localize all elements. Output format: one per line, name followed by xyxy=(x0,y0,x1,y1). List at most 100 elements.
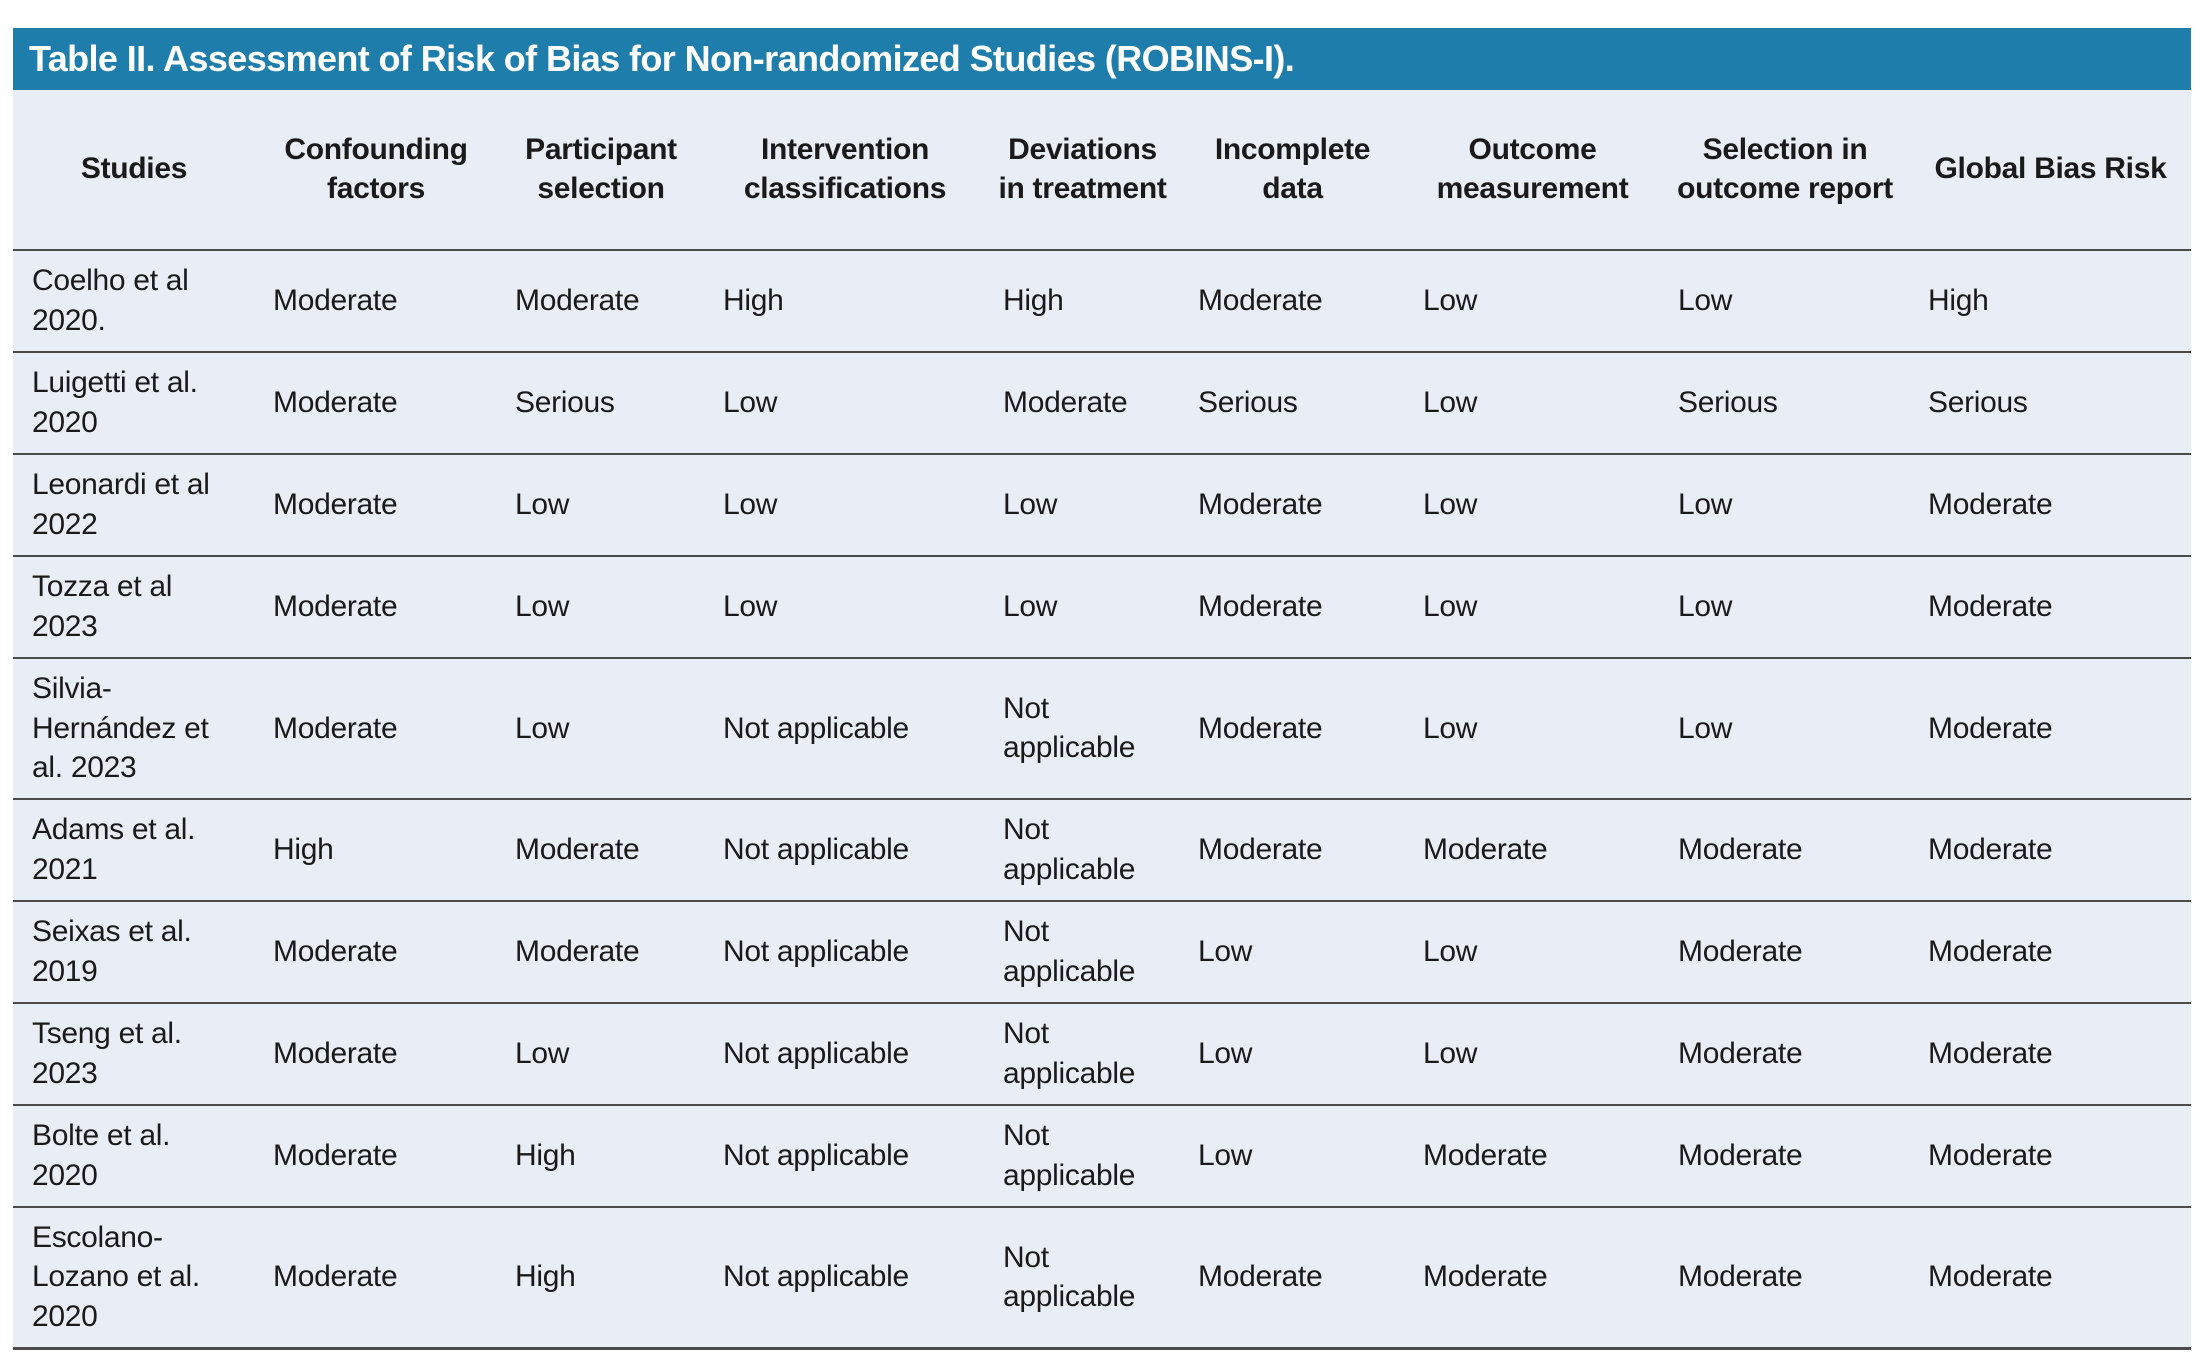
rating-cell: Low xyxy=(1405,556,1660,659)
table-row: Tseng et al. 2023 Moderate Low Not applicab… xyxy=(13,1002,2191,1106)
rating-cell: Serious xyxy=(1180,352,1405,455)
rating-cell: Moderate xyxy=(1910,798,2191,902)
rating-cell: Low xyxy=(1405,1002,1660,1106)
rating-cell: High xyxy=(1910,250,2191,353)
rating-cell: Moderate xyxy=(1910,556,2191,659)
column-header-studies: Studies xyxy=(13,90,255,251)
rating-cell: Moderate xyxy=(1910,900,2191,1004)
table-body: Coelho et al 2020. Moderate Moderate High Hi… xyxy=(13,250,2191,1350)
rating-cell: Moderate xyxy=(1910,454,2191,557)
rating-cell: Moderate xyxy=(255,900,497,1004)
rating-cell: Moderate xyxy=(255,556,497,659)
rating-cell: Moderate xyxy=(1405,1206,1660,1350)
rating-cell: Moderate xyxy=(1660,1002,1910,1106)
rating-cell: Moderate xyxy=(255,352,497,455)
rating-cell: Not applicable xyxy=(985,900,1180,1004)
study-name-cell: Luigetti et al. 2020 xyxy=(13,352,255,455)
rating-cell: Low xyxy=(1660,454,1910,557)
rating-cell: Low xyxy=(1660,250,1910,353)
table-row: Leonardi et al 2022 Moderate Low Low Low Mode… xyxy=(13,454,2191,557)
study-name-cell: Tozza et al 2023 xyxy=(13,556,255,659)
column-header-confounding-factors: Confounding factors xyxy=(255,90,497,251)
study-name-cell: Silvia-Hernández et al. 2023 xyxy=(13,658,255,800)
column-header-selection-in-outcome-report: Selection in outcome report xyxy=(1660,90,1910,251)
rating-cell: Low xyxy=(1180,900,1405,1004)
rating-cell: Serious xyxy=(1910,352,2191,455)
study-name-cell: Leonardi et al 2022 xyxy=(13,454,255,557)
rating-cell: Low xyxy=(1405,250,1660,353)
rating-cell: Moderate xyxy=(255,1104,497,1208)
rating-cell: Moderate xyxy=(255,1206,497,1350)
table-row: Bolte et al. 2020 Moderate High Not applica… xyxy=(13,1104,2191,1208)
table-row: Escolano-Lozano et al. 2020 Moderate High N… xyxy=(13,1206,2191,1350)
column-header-incomplete-data: Incomplete data xyxy=(1180,90,1405,251)
rating-cell: Low xyxy=(1405,352,1660,455)
table-row: Luigetti et al. 2020 Moderate Serious Low Mo… xyxy=(13,352,2191,455)
rating-cell: High xyxy=(705,250,985,353)
rating-cell: Not applicable xyxy=(985,1104,1180,1208)
rating-cell: Moderate xyxy=(1910,658,2191,800)
rating-cell: Moderate xyxy=(255,1002,497,1106)
rating-cell: Low xyxy=(985,556,1180,659)
table-row: Seixas et al. 2019 Moderate Moderate Not ap… xyxy=(13,900,2191,1004)
rating-cell: Moderate xyxy=(1180,658,1405,800)
study-name-cell: Coelho et al 2020. xyxy=(13,250,255,353)
rating-cell: Low xyxy=(497,1002,705,1106)
rating-cell: Moderate xyxy=(1180,1206,1405,1350)
study-name-cell: Tseng et al. 2023 xyxy=(13,1002,255,1106)
header-row: Studies Confounding factors Participant … xyxy=(13,90,2191,251)
rating-cell: Not applicable xyxy=(985,1002,1180,1106)
rating-cell: Not applicable xyxy=(705,658,985,800)
column-header-participant-selection: Participant selection xyxy=(497,90,705,251)
rating-cell: Not applicable xyxy=(705,1002,985,1106)
rating-cell: Moderate xyxy=(1660,1104,1910,1208)
rating-cell: Low xyxy=(705,352,985,455)
rating-cell: Moderate xyxy=(255,454,497,557)
risk-of-bias-table: Studies Confounding factors Participant … xyxy=(13,90,2191,1350)
rating-cell: Not applicable xyxy=(985,1206,1180,1350)
rating-cell: Not applicable xyxy=(705,1104,985,1208)
rating-cell: Moderate xyxy=(1660,1206,1910,1350)
rating-cell: Moderate xyxy=(1910,1002,2191,1106)
rating-cell: Serious xyxy=(497,352,705,455)
column-header-deviations-in-treatment: Deviations in treatment xyxy=(985,90,1180,251)
rating-cell: Moderate xyxy=(1405,798,1660,902)
rating-cell: Low xyxy=(1405,900,1660,1004)
rating-cell: High xyxy=(985,250,1180,353)
rating-cell: Moderate xyxy=(1910,1206,2191,1350)
rating-cell: Moderate xyxy=(1910,1104,2191,1208)
rating-cell: Serious xyxy=(1660,352,1910,455)
table-row: Silvia-Hernández et al. 2023 Moderate Low N… xyxy=(13,658,2191,800)
rating-cell: Not applicable xyxy=(705,798,985,902)
rating-cell: Low xyxy=(497,556,705,659)
rating-cell: Low xyxy=(1405,658,1660,800)
rating-cell: Low xyxy=(705,454,985,557)
rating-cell: Moderate xyxy=(1660,798,1910,902)
column-header-outcome-measurement: Outcome measurement xyxy=(1405,90,1660,251)
rating-cell: Low xyxy=(497,454,705,557)
rating-cell: Low xyxy=(1405,454,1660,557)
column-header-global-bias-risk: Global Bias Risk xyxy=(1910,90,2191,251)
rating-cell: Low xyxy=(705,556,985,659)
rating-cell: Low xyxy=(1660,556,1910,659)
robins-table-figure: Table II. Assessment of Risk of Bias for… xyxy=(13,28,2191,1350)
table-title: Table II. Assessment of Risk of Bias for… xyxy=(29,38,1295,79)
rating-cell: Moderate xyxy=(1405,1104,1660,1208)
study-name-cell: Seixas et al. 2019 xyxy=(13,900,255,1004)
rating-cell: Low xyxy=(497,658,705,800)
rating-cell: Not applicable xyxy=(705,1206,985,1350)
rating-cell: Moderate xyxy=(497,250,705,353)
study-name-cell: Adams et al. 2021 xyxy=(13,798,255,902)
rating-cell: Low xyxy=(985,454,1180,557)
study-name-cell: Escolano-Lozano et al. 2020 xyxy=(13,1206,255,1350)
rating-cell: Moderate xyxy=(497,900,705,1004)
rating-cell: Moderate xyxy=(497,798,705,902)
rating-cell: Moderate xyxy=(1180,250,1405,353)
rating-cell: High xyxy=(497,1104,705,1208)
table-title-bar: Table II. Assessment of Risk of Bias for… xyxy=(13,28,2191,90)
study-name-cell: Bolte et al. 2020 xyxy=(13,1104,255,1208)
rating-cell: Not applicable xyxy=(705,900,985,1004)
table-row: Tozza et al 2023 Moderate Low Low Low Moderat… xyxy=(13,556,2191,659)
rating-cell: Moderate xyxy=(1180,798,1405,902)
